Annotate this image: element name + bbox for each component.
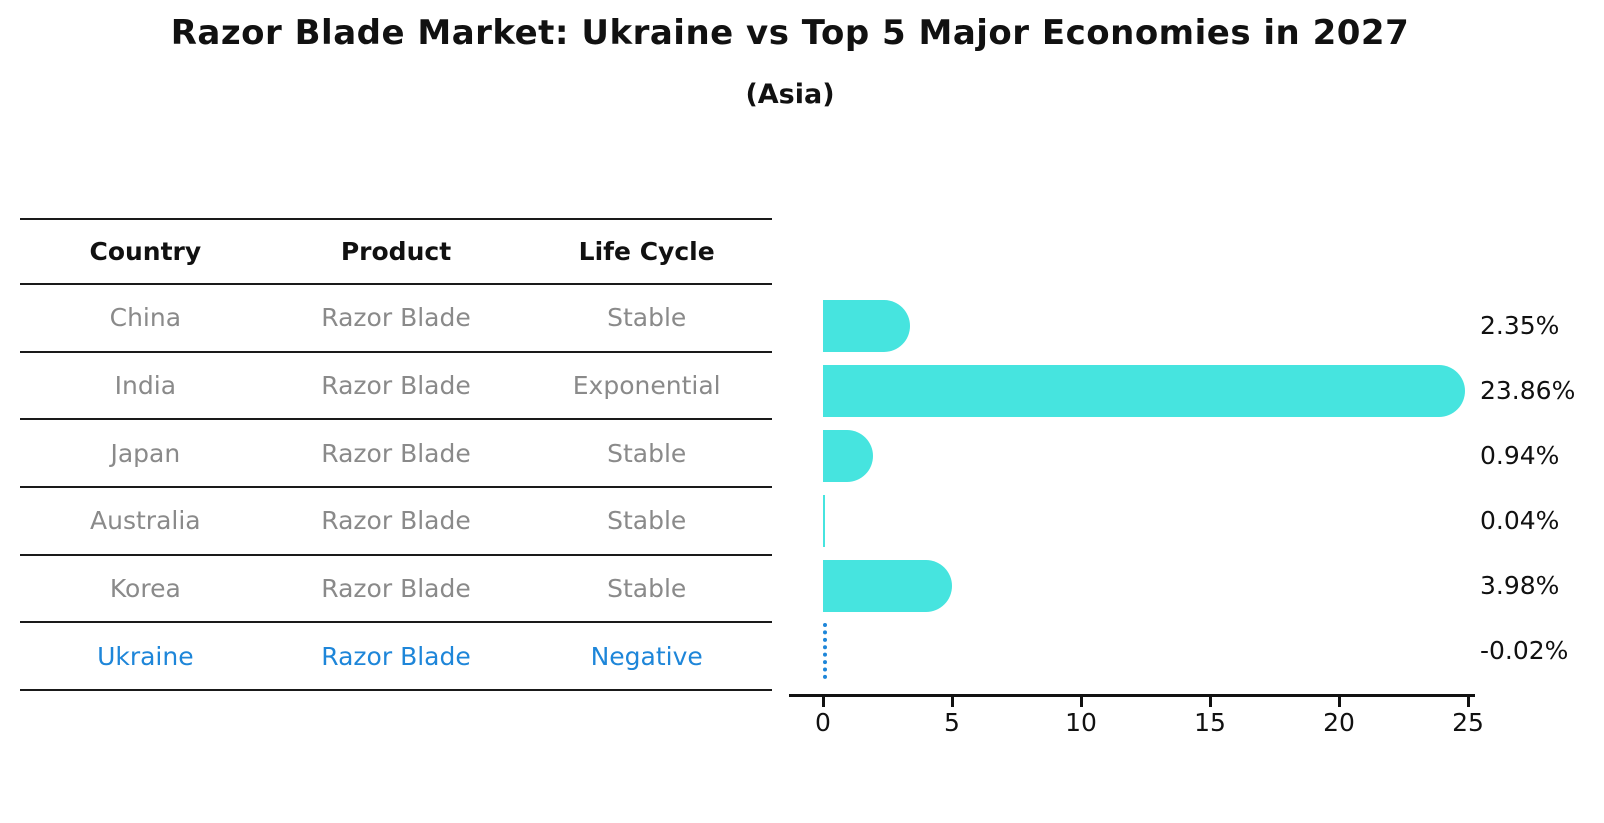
- table-row-japan: Japan Razor Blade Stable: [20, 420, 772, 488]
- country-table: Country Product Life Cycle China Razor B…: [20, 218, 772, 691]
- bar-korea: [823, 560, 952, 612]
- x-tick-0: [822, 697, 825, 707]
- table-row-korea: Korea Razor Blade Stable: [20, 556, 772, 624]
- cell-country: Australia: [90, 506, 201, 536]
- cell-country: India: [114, 370, 177, 400]
- value-label-china: 2.35%: [1480, 311, 1560, 340]
- col-header-product: Product: [340, 237, 452, 266]
- cell-product: Razor Blade: [321, 506, 471, 536]
- x-tick-label-25: 25: [1452, 708, 1484, 737]
- table-row-china: China Razor Blade Stable: [20, 285, 772, 353]
- x-axis-line: [789, 694, 1475, 697]
- cell-product: Razor Blade: [321, 370, 471, 400]
- value-label-japan: 0.94%: [1480, 441, 1560, 470]
- bar-ukraine: [823, 623, 827, 679]
- table-header-row: Country Product Life Cycle: [20, 220, 772, 285]
- cell-life-cycle: Stable: [607, 438, 687, 468]
- table-row-australia: Australia Razor Blade Stable: [20, 488, 772, 556]
- value-label-korea: 3.98%: [1480, 571, 1560, 600]
- cell-product: Razor Blade: [321, 641, 471, 671]
- value-label-ukraine: -0.02%: [1480, 636, 1569, 665]
- col-header-country: Country: [89, 237, 202, 266]
- x-tick-10: [1080, 697, 1083, 707]
- x-tick-label-0: 0: [815, 708, 831, 737]
- x-tick-25: [1467, 697, 1470, 707]
- cell-life-cycle: Stable: [607, 303, 687, 333]
- col-header-life-cycle: Life Cycle: [578, 237, 715, 266]
- value-label-india: 23.86%: [1480, 376, 1576, 405]
- cell-product: Razor Blade: [321, 573, 471, 603]
- cell-country: Ukraine: [97, 641, 194, 671]
- cell-product: Razor Blade: [321, 438, 471, 468]
- x-tick-15: [1209, 697, 1212, 707]
- cell-country: China: [109, 303, 182, 333]
- x-tick-label-20: 20: [1323, 708, 1355, 737]
- x-tick-20: [1338, 697, 1341, 707]
- bar-india: [823, 365, 1465, 417]
- value-label-australia: 0.04%: [1480, 506, 1560, 535]
- cell-life-cycle: Exponential: [572, 370, 721, 400]
- chart-title: Razor Blade Market: Ukraine vs Top 5 Maj…: [170, 13, 1410, 53]
- bar-china: [823, 300, 910, 352]
- bar-japan: [823, 430, 874, 482]
- table-row-ukraine: Ukraine Razor Blade Negative: [20, 623, 772, 691]
- cell-life-cycle: Stable: [607, 573, 687, 603]
- x-tick-label-15: 15: [1194, 708, 1226, 737]
- x-tick-label-10: 10: [1065, 708, 1097, 737]
- x-tick-label-5: 5: [944, 708, 960, 737]
- cell-product: Razor Blade: [321, 303, 471, 333]
- x-tick-5: [951, 697, 954, 707]
- cell-country: Korea: [109, 573, 181, 603]
- bar-australia: [823, 495, 825, 547]
- cell-country: Japan: [110, 438, 181, 468]
- table-row-india: India Razor Blade Exponential: [20, 353, 772, 421]
- cell-life-cycle: Stable: [607, 506, 687, 536]
- chart-subtitle: (Asia): [745, 79, 835, 110]
- cell-life-cycle: Negative: [590, 641, 703, 671]
